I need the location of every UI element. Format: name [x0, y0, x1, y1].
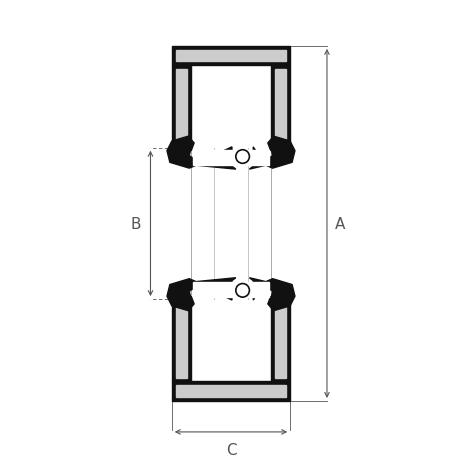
- Polygon shape: [249, 137, 294, 170]
- Polygon shape: [249, 278, 294, 311]
- Polygon shape: [193, 282, 268, 297]
- Polygon shape: [167, 137, 235, 170]
- Polygon shape: [270, 299, 290, 381]
- Polygon shape: [274, 70, 285, 141]
- Polygon shape: [175, 51, 285, 62]
- Polygon shape: [175, 386, 285, 397]
- Text: A: A: [334, 217, 344, 231]
- Polygon shape: [274, 307, 285, 378]
- Polygon shape: [175, 307, 187, 378]
- Text: C: C: [225, 442, 236, 457]
- Polygon shape: [270, 66, 290, 148]
- Polygon shape: [172, 299, 191, 381]
- Polygon shape: [193, 151, 268, 166]
- Polygon shape: [175, 70, 187, 141]
- Text: B: B: [130, 217, 140, 231]
- Polygon shape: [172, 47, 290, 66]
- Polygon shape: [172, 381, 290, 401]
- Polygon shape: [172, 66, 191, 148]
- Polygon shape: [167, 278, 235, 311]
